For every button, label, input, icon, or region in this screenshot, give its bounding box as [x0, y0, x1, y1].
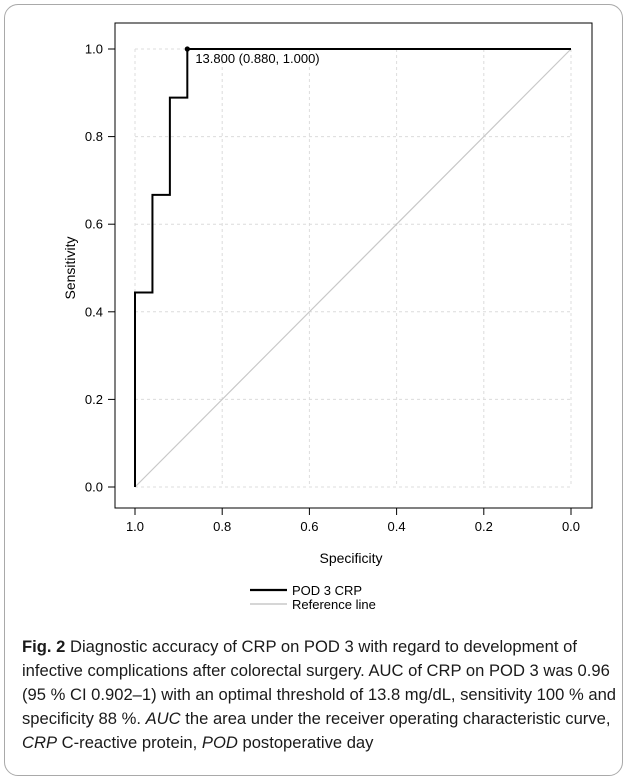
caption-abbr-crp: CRP	[22, 733, 58, 752]
y-tick-label: 0.2	[85, 392, 103, 407]
x-tick-label: 1.0	[126, 519, 144, 534]
y-tick-label: 0.0	[85, 480, 103, 495]
caption-abbr-auc: AUC	[145, 709, 181, 728]
legend-label-pod3-crp: POD 3 CRP	[292, 583, 362, 598]
figure-frame: 1.0 0.8 0.6 0.4 0.2 0.0 0.0 0.2 0.4 0.6 0.8 1.0 Spec…	[4, 4, 623, 776]
x-tick-label: 0.2	[475, 519, 493, 534]
y-tick-label: 0.4	[85, 304, 103, 319]
caption-label: Fig. 2	[22, 637, 66, 656]
x-tick-label: 0.4	[388, 519, 406, 534]
caption-def-pod: postoperative day	[242, 733, 374, 752]
y-tick-label: 1.0	[85, 42, 103, 57]
legend-label-reference: Reference line	[292, 597, 376, 612]
optimal-threshold-point	[184, 46, 190, 52]
caption-def-crp: C-reactive protein,	[61, 733, 198, 752]
y-tick-label: 0.6	[85, 217, 103, 232]
roc-chart: 1.0 0.8 0.6 0.4 0.2 0.0 0.0 0.2 0.4 0.6 0.8 1.0 Spec…	[62, 22, 593, 612]
reference-line	[134, 48, 572, 488]
caption-text: Diagnostic accuracy of CRP on POD 3 with…	[22, 637, 617, 728]
y-tick-label: 0.8	[85, 129, 103, 144]
x-axis-label: Specificity	[319, 550, 382, 566]
figure-caption: Fig. 2 Diagnostic accuracy of CRP on POD…	[22, 635, 622, 755]
y-axis-label: Sensitivity	[62, 236, 78, 299]
roc-curve-pod3-crp	[134, 48, 571, 487]
x-tick-label: 0.0	[562, 519, 580, 534]
plot-frame	[114, 22, 593, 509]
caption-abbr-pod: POD	[201, 733, 238, 752]
x-tick-label: 0.6	[300, 519, 318, 534]
optimal-threshold-label: 13.800 (0.880, 1.000)	[195, 51, 319, 66]
caption-def-auc: the area under the receiver operating ch…	[185, 709, 611, 728]
x-tick-label: 0.8	[213, 519, 231, 534]
